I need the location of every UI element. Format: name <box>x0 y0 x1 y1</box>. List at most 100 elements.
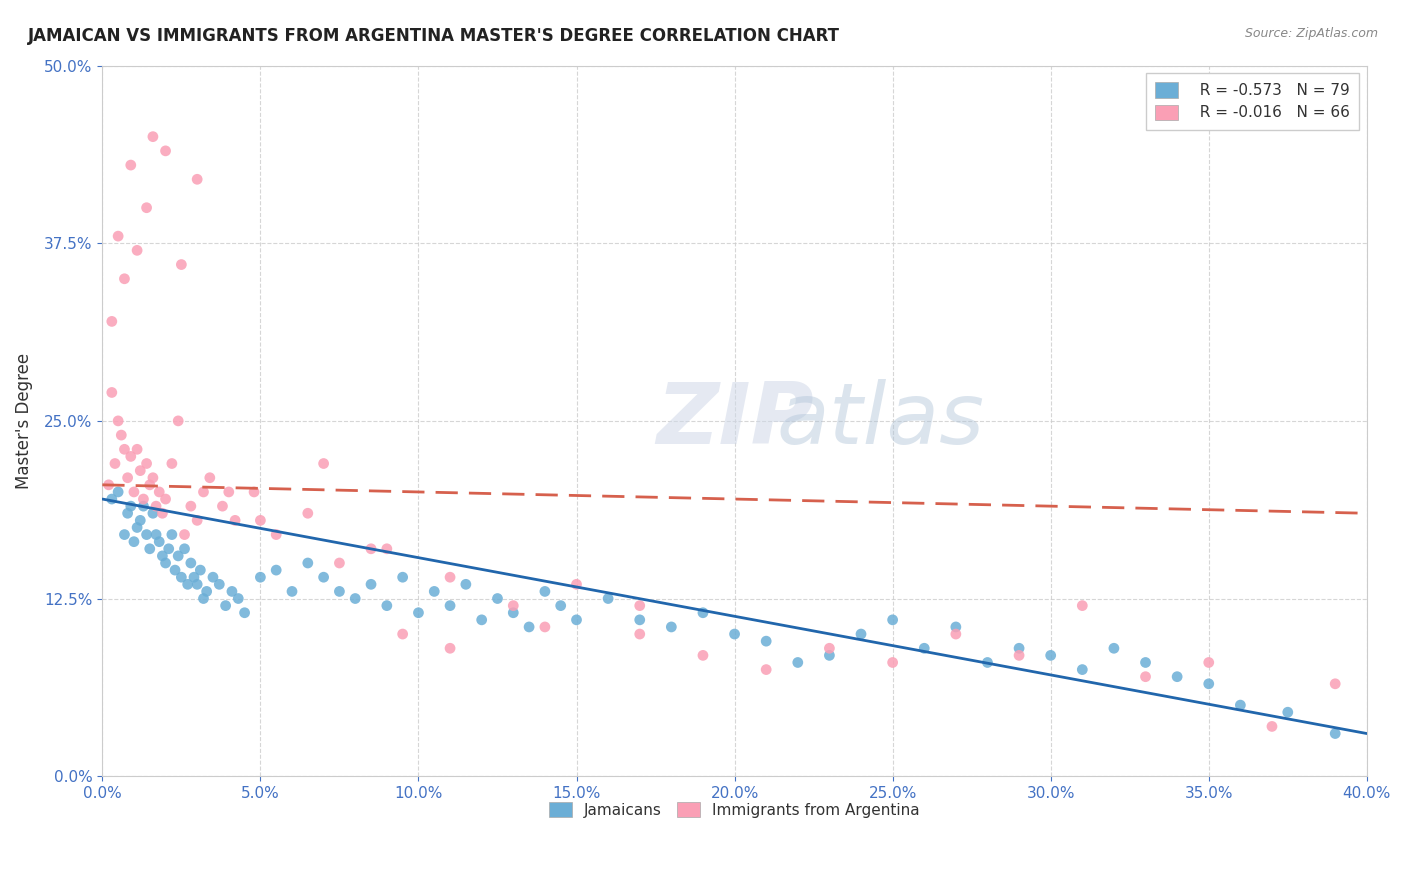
Point <box>142 506 165 520</box>
Point <box>1229 698 1251 712</box>
Point <box>114 272 136 286</box>
Point <box>486 591 509 606</box>
Point <box>1198 656 1220 670</box>
Point <box>1277 705 1299 719</box>
Point <box>101 385 124 400</box>
Point <box>1102 641 1125 656</box>
Point <box>135 457 157 471</box>
Point <box>198 471 221 485</box>
Point <box>249 570 271 584</box>
Point <box>170 570 193 584</box>
Point <box>454 577 477 591</box>
Point <box>226 591 249 606</box>
Point <box>692 606 714 620</box>
Point <box>1039 648 1062 663</box>
Point <box>101 491 124 506</box>
Point <box>221 584 243 599</box>
Point <box>201 570 224 584</box>
Point <box>155 491 177 506</box>
Point <box>786 656 808 670</box>
Point <box>849 627 872 641</box>
Point <box>1324 726 1347 740</box>
Point <box>328 556 350 570</box>
Point <box>188 563 211 577</box>
Point <box>186 513 208 527</box>
Text: atlas: atlas <box>776 379 984 462</box>
Point <box>723 627 745 641</box>
Point <box>882 613 904 627</box>
Point <box>945 627 967 641</box>
Point <box>692 648 714 663</box>
Point <box>107 414 129 428</box>
Point <box>628 599 651 613</box>
Point <box>391 627 413 641</box>
Point <box>628 613 651 627</box>
Point <box>135 201 157 215</box>
Point <box>160 457 183 471</box>
Point <box>534 584 557 599</box>
Point <box>173 527 195 541</box>
Point <box>312 570 335 584</box>
Point <box>1008 648 1031 663</box>
Point <box>114 527 136 541</box>
Text: Source: ZipAtlas.com: Source: ZipAtlas.com <box>1244 27 1378 40</box>
Point <box>517 620 540 634</box>
Point <box>145 499 167 513</box>
Text: ZIP: ZIP <box>655 379 814 462</box>
Point <box>439 641 461 656</box>
Point <box>195 584 218 599</box>
Point <box>155 144 177 158</box>
Point <box>233 606 256 620</box>
Point <box>104 457 127 471</box>
Point <box>107 229 129 244</box>
Point <box>117 506 139 520</box>
Point <box>439 599 461 613</box>
Point <box>114 442 136 457</box>
Point <box>565 613 588 627</box>
Point <box>167 549 190 563</box>
Text: JAMAICAN VS IMMIGRANTS FROM ARGENTINA MASTER'S DEGREE CORRELATION CHART: JAMAICAN VS IMMIGRANTS FROM ARGENTINA MA… <box>28 27 841 45</box>
Point <box>224 513 246 527</box>
Point <box>132 499 155 513</box>
Point <box>264 527 287 541</box>
Point <box>155 556 177 570</box>
Point <box>139 478 162 492</box>
Point <box>120 450 142 464</box>
Point <box>129 513 152 527</box>
Point <box>142 471 165 485</box>
Point <box>127 244 149 258</box>
Point <box>328 584 350 599</box>
Point <box>160 527 183 541</box>
Point <box>471 613 494 627</box>
Point <box>122 485 145 500</box>
Point <box>218 485 240 500</box>
Point <box>193 591 215 606</box>
Point <box>1071 599 1094 613</box>
Point <box>882 656 904 670</box>
Point <box>502 599 524 613</box>
Point <box>818 641 841 656</box>
Point <box>127 520 149 534</box>
Point <box>208 577 231 591</box>
Point <box>565 577 588 591</box>
Point <box>1198 677 1220 691</box>
Point <box>211 499 233 513</box>
Point <box>243 485 266 500</box>
Point <box>249 513 271 527</box>
Point <box>408 606 430 620</box>
Point <box>152 506 174 520</box>
Point <box>281 584 304 599</box>
Point <box>101 314 124 328</box>
Legend: Jamaicans, Immigrants from Argentina: Jamaicans, Immigrants from Argentina <box>541 794 928 825</box>
Point <box>152 549 174 563</box>
Point <box>97 478 120 492</box>
Point <box>139 541 162 556</box>
Point <box>360 577 382 591</box>
Point <box>375 599 398 613</box>
Point <box>1261 719 1284 733</box>
Point <box>297 506 319 520</box>
Point <box>1324 677 1347 691</box>
Point <box>391 570 413 584</box>
Point <box>145 527 167 541</box>
Point <box>127 442 149 457</box>
